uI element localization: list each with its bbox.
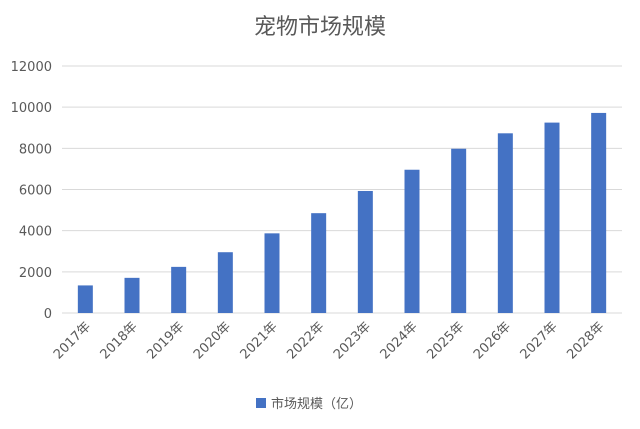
bar	[171, 266, 187, 313]
y-tick-label: 0	[44, 307, 52, 322]
y-tick-label: 8000	[19, 142, 52, 157]
bar	[451, 148, 467, 313]
y-tick-label: 12000	[11, 60, 52, 75]
bar	[497, 133, 513, 313]
bar	[124, 277, 140, 313]
legend-swatch	[256, 398, 266, 408]
x-tick-label: 2019年	[144, 319, 187, 362]
bar	[217, 252, 233, 313]
bars	[77, 112, 607, 314]
legend-label: 市场规模（亿）	[271, 396, 362, 412]
bar	[357, 190, 373, 313]
y-tick-label: 4000	[19, 225, 52, 240]
chart-title: 宠物市场规模	[254, 15, 386, 40]
bar	[77, 285, 93, 313]
gridlines	[62, 65, 622, 314]
x-tick-label: 2024年	[378, 319, 421, 362]
x-axis-ticks: 2017年 2018年 2019年 2020年 2021年 2022年 2023年 2024年…	[51, 319, 608, 362]
x-tick-label: 2026年	[471, 319, 514, 362]
x-tick-label: 2028年	[564, 319, 607, 362]
bar	[591, 112, 607, 314]
y-tick-label: 6000	[19, 184, 52, 199]
bar	[544, 122, 560, 314]
x-tick-label: 2025年	[424, 319, 467, 362]
y-axis-ticks: 0 2000 4000 6000 8000 10000 12000	[11, 60, 52, 322]
x-tick-label: 2020年	[191, 319, 234, 362]
bar	[264, 233, 280, 313]
x-tick-label: 2021年	[238, 319, 281, 362]
legend: 市场规模（亿）	[256, 396, 362, 412]
bar	[311, 213, 327, 313]
y-tick-label: 10000	[11, 101, 52, 116]
x-tick-label: 2023年	[331, 319, 374, 362]
bar	[404, 169, 420, 313]
x-tick-label: 2027年	[518, 319, 561, 362]
x-tick-label: 2017年	[51, 319, 94, 362]
y-tick-label: 2000	[19, 266, 52, 281]
x-tick-label: 2022年	[284, 319, 327, 362]
x-tick-label: 2018年	[98, 319, 141, 362]
